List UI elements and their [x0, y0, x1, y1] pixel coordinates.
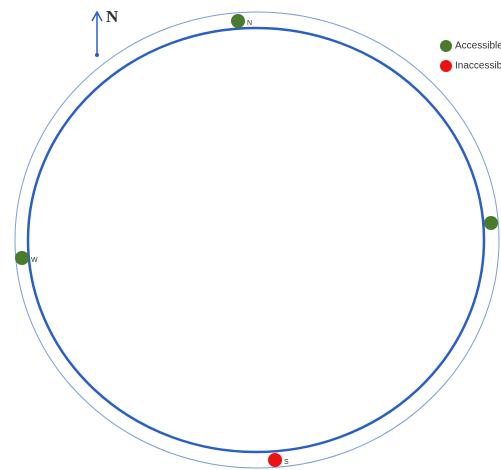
legend-label: Accessible	[455, 41, 501, 52]
gate-dot	[268, 453, 282, 467]
inner-ring	[26, 26, 486, 454]
outer-ring	[14, 11, 500, 469]
gates: N W S	[15, 14, 498, 467]
gate-dot	[15, 251, 29, 265]
gate-dot	[231, 14, 245, 28]
legend-label: Inaccessible	[455, 61, 501, 72]
legend: Accessible Inaccessible	[440, 40, 501, 72]
gate-label: N	[247, 20, 252, 27]
legend-swatch	[440, 60, 452, 72]
legend-swatch	[440, 40, 452, 52]
arrow-base	[95, 53, 99, 57]
gate-dot	[484, 216, 498, 230]
arrow-head	[91, 10, 103, 22]
gate-label: S	[284, 459, 289, 466]
compass-label: N	[106, 7, 119, 26]
gate-label: W	[31, 257, 38, 264]
north-arrow: N	[91, 7, 119, 57]
